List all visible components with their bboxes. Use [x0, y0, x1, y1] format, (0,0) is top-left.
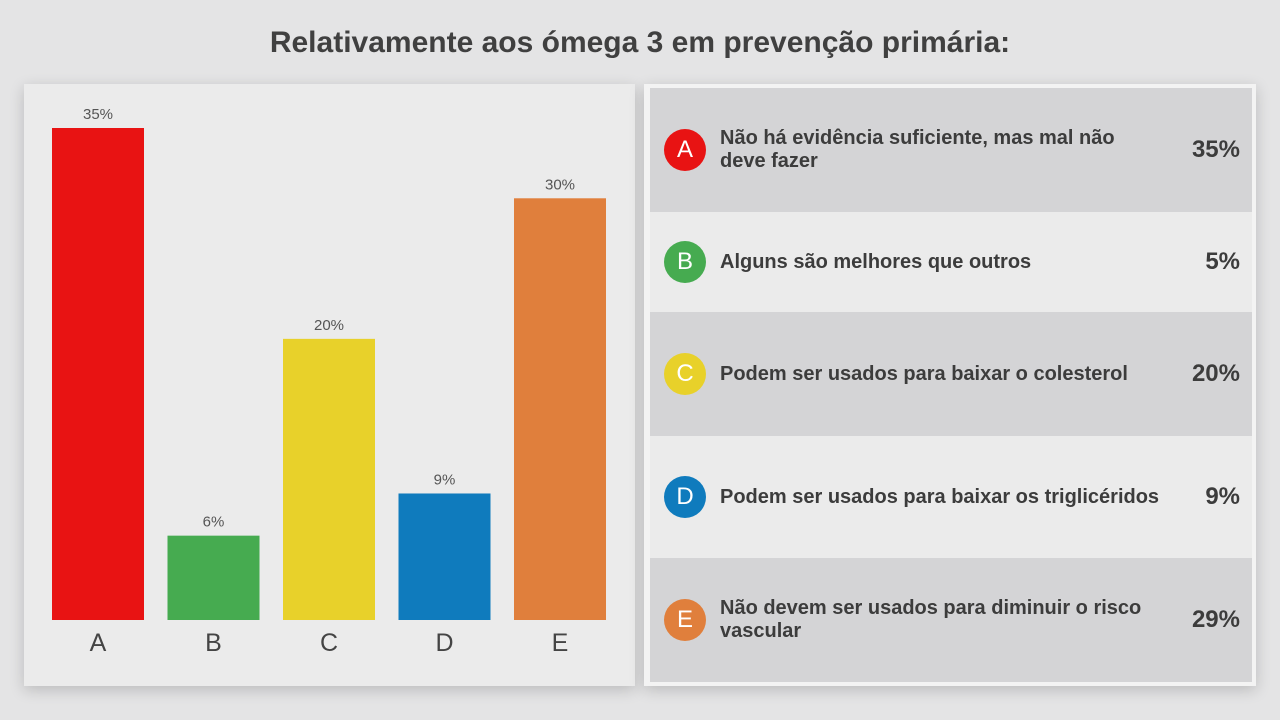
option-row-c[interactable]: C Podem ser usados para baixar o coleste…: [650, 312, 1252, 436]
option-a-text: Não há evidência suficiente, mas mal não…: [720, 127, 1115, 172]
option-e-text: Não devem ser usados para diminuir o ris…: [720, 597, 1142, 642]
results-chart-panel: 35% A 6% B 20% C 9% D 30% E: [24, 84, 635, 686]
x-tick-label-c: C: [320, 629, 338, 657]
option-d-badge: D: [664, 476, 706, 518]
bar-value-label-e: 30%: [545, 176, 575, 193]
option-b-badge: B: [664, 241, 706, 283]
option-c-percent: 20%: [1191, 360, 1240, 387]
bar-a: [52, 128, 144, 620]
x-tick-label-d: D: [435, 629, 453, 657]
option-a-badge: A: [664, 129, 706, 171]
option-e-percent: 29%: [1191, 606, 1240, 633]
option-a-percent: 35%: [1191, 136, 1240, 163]
option-b-text: Alguns são melhores que outros: [720, 250, 1032, 273]
bar-e: [514, 198, 606, 620]
answer-options-panel: A Não há evidência suficiente, mas mal n…: [644, 84, 1256, 686]
bar-value-label-d: 9%: [434, 471, 456, 488]
option-c-badge: C: [664, 353, 706, 395]
bar-value-label-b: 6%: [203, 514, 225, 531]
bar-b: [167, 535, 260, 620]
bar-chart: 35% A 6% B 20% C 9% D 30% E: [52, 106, 606, 657]
bar-c: [283, 338, 375, 620]
x-tick-label-b: B: [205, 629, 222, 657]
option-d-text: Podem ser usados para baixar os triglicé…: [720, 485, 1160, 508]
option-row-a[interactable]: A Não há evidência suficiente, mas mal n…: [650, 88, 1252, 212]
option-row-e[interactable]: E Não devem ser usados para diminuir o r…: [650, 558, 1252, 682]
option-e-badge: E: [664, 599, 706, 641]
option-row-d[interactable]: D Podem ser usados para baixar os trigli…: [650, 436, 1252, 558]
option-c-text: Podem ser usados para baixar o colestero…: [720, 362, 1128, 385]
option-row-b[interactable]: B Alguns são melhores que outros 5%: [650, 212, 1252, 312]
option-b-percent: 5%: [1205, 248, 1240, 275]
x-tick-label-a: A: [90, 629, 107, 657]
x-tick-label-e: E: [552, 629, 569, 657]
option-d-percent: 9%: [1205, 483, 1240, 510]
poll-title: Relativamente aos ómega 3 em prevenção p…: [269, 26, 1011, 59]
bar-value-label-a: 35%: [83, 106, 113, 123]
bar-value-label-c: 20%: [314, 317, 344, 334]
bar-d: [398, 493, 491, 620]
